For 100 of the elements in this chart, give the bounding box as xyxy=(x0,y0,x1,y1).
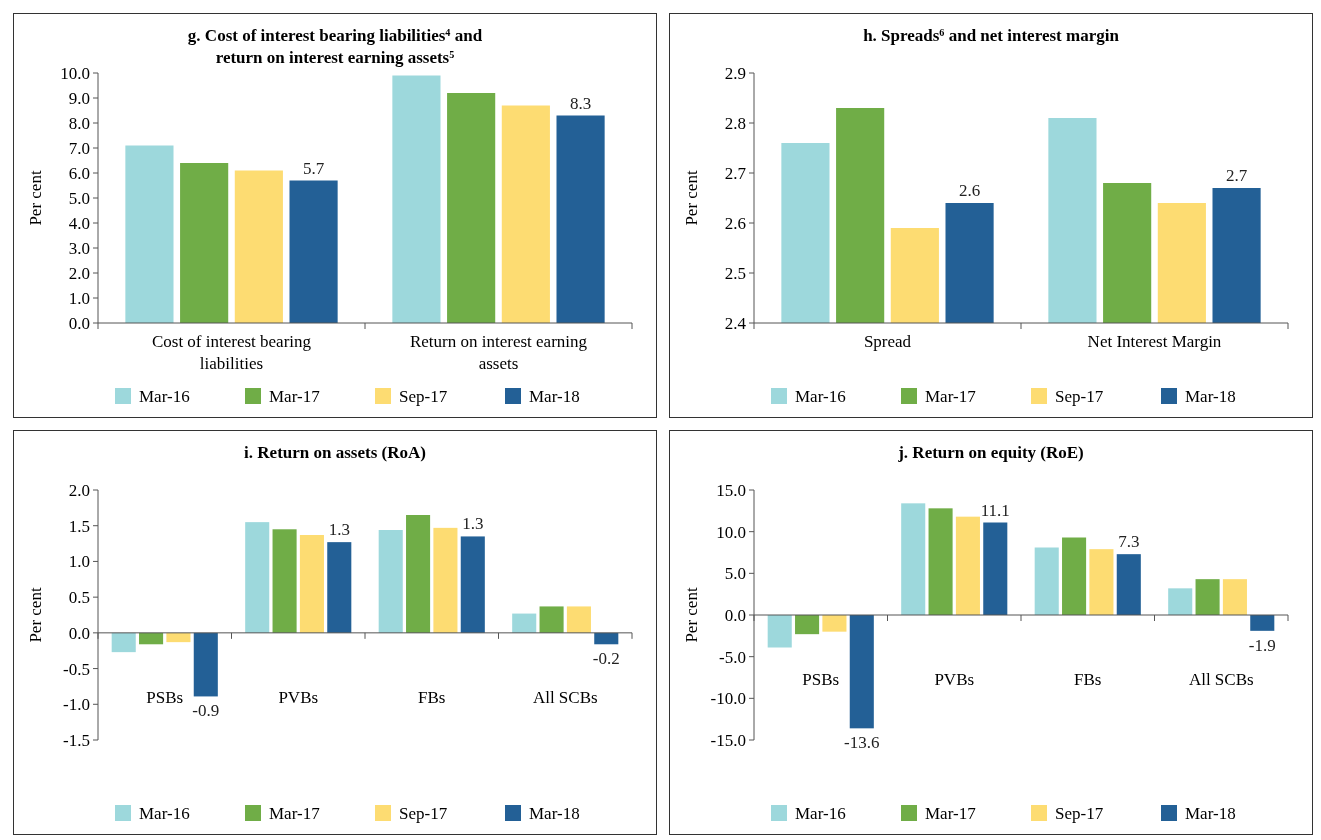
x-tick-label: Return on interest earning assets xyxy=(409,332,588,373)
y-tick-label: 15.0 xyxy=(716,480,746,500)
y-tick-label: 2.0 xyxy=(68,480,90,500)
bar xyxy=(406,515,431,633)
y-tick-label: 9.0 xyxy=(68,88,90,108)
bar xyxy=(327,542,352,633)
y-tick-label: 4.0 xyxy=(68,213,90,233)
bar xyxy=(1168,588,1193,615)
bar xyxy=(501,105,550,323)
y-tick-label: 0.0 xyxy=(724,605,746,625)
x-tick-label: PSBs xyxy=(802,670,840,689)
y-tick-label: 2.7 xyxy=(724,163,747,183)
y-tick-label: 8.0 xyxy=(68,113,90,133)
chart-title: g. Cost of interest bearing liabilities$^{4}$ and return on interest earning assets$^{5}$ xyxy=(187,26,483,67)
data-label: 1.3 xyxy=(328,520,350,540)
bar xyxy=(299,535,324,633)
legend-label: Sep-17 xyxy=(1055,803,1104,823)
data-label: 8.3 xyxy=(569,93,592,113)
data-label: -13.6 xyxy=(844,733,880,753)
bar xyxy=(1089,549,1114,615)
y-tick-label: 0.5 xyxy=(68,588,90,608)
bar xyxy=(1062,537,1087,615)
y-tick-label: 10.0 xyxy=(716,522,746,542)
bar xyxy=(539,606,564,633)
chart-title: i. Return on assets (RoA) xyxy=(244,443,426,462)
y-axis-title: Per cent xyxy=(26,170,45,226)
bar xyxy=(272,529,297,633)
y-tick-label: 1.0 xyxy=(68,288,90,308)
bar xyxy=(1250,615,1275,631)
y-tick-label: 2.5 xyxy=(724,263,746,283)
y-tick-label: 2.0 xyxy=(68,263,90,283)
x-tick-label: Cost of interest bearing liabilities xyxy=(151,332,312,373)
bar xyxy=(955,516,980,615)
y-tick-label: 0.0 xyxy=(68,313,90,333)
data-label: 2.6 xyxy=(958,181,981,200)
y-tick-label: -1.5 xyxy=(63,730,90,750)
y-axis-title: Per cent xyxy=(26,587,45,643)
bar xyxy=(795,615,820,635)
bar xyxy=(901,503,926,615)
legend-label: Mar-16 xyxy=(795,803,846,823)
data-label: -1.9 xyxy=(1248,635,1276,655)
x-tick-label: FBs xyxy=(1074,670,1102,689)
data-label: -0.9 xyxy=(192,701,220,721)
legend-label: Mar-17 xyxy=(269,803,321,823)
y-axis-title: Per cent xyxy=(682,170,701,226)
legend-label: Mar-16 xyxy=(139,803,190,823)
bar xyxy=(111,632,136,653)
y-tick-label: -10.0 xyxy=(710,689,746,709)
data-label: 7.3 xyxy=(1118,532,1140,552)
x-tick-label: All SCBs xyxy=(1188,670,1254,689)
bar xyxy=(1034,547,1059,615)
y-tick-label: -1.0 xyxy=(63,695,90,715)
y-tick-label: 2.8 xyxy=(724,113,746,133)
legend-label: Mar-17 xyxy=(269,386,321,406)
bar xyxy=(447,93,496,323)
bar xyxy=(512,613,537,633)
legend-label: Mar-16 xyxy=(139,386,190,406)
bar xyxy=(245,522,270,633)
legend-label: Mar-18 xyxy=(529,386,580,406)
data-label: -0.2 xyxy=(592,649,620,669)
y-tick-label: 0.0 xyxy=(68,623,90,643)
legend-label: Mar-18 xyxy=(1185,386,1236,406)
bar xyxy=(378,530,403,633)
x-tick-label: PVBs xyxy=(278,687,319,707)
y-tick-label: 10.0 xyxy=(60,63,90,83)
chart-title: h. Spreads$^{6}$ and net interest margin xyxy=(863,26,1120,45)
legend-label: Mar-17 xyxy=(925,803,977,823)
bar xyxy=(849,615,874,729)
y-tick-label: 5.0 xyxy=(68,188,90,208)
y-tick-label: -0.5 xyxy=(63,659,90,679)
y-tick-label: 5.0 xyxy=(724,564,746,584)
bar xyxy=(566,606,591,633)
chart-title: j. Return on equity (RoE) xyxy=(897,443,1084,462)
bar xyxy=(1222,579,1247,615)
y-tick-label: 2.6 xyxy=(724,213,746,233)
x-tick-label: Net Interest Margin xyxy=(1087,332,1222,351)
y-tick-label: 6.0 xyxy=(68,163,90,183)
y-tick-label: -15.0 xyxy=(710,730,746,750)
y-tick-label: 1.0 xyxy=(68,552,90,572)
bar xyxy=(433,527,458,633)
bar xyxy=(556,115,605,323)
legend-label: Mar-18 xyxy=(529,803,580,823)
data-label: 2.7 xyxy=(1225,166,1248,185)
bar xyxy=(983,522,1008,615)
bar xyxy=(1195,579,1220,615)
legend-label: Sep-17 xyxy=(1055,386,1104,406)
legend-label: Sep-17 xyxy=(399,803,448,823)
bar xyxy=(392,75,441,323)
x-tick-label: PSBs xyxy=(146,687,184,707)
bar xyxy=(928,508,953,615)
y-tick-label: 2.4 xyxy=(724,313,747,333)
bar xyxy=(234,170,283,323)
y-tick-label: 2.9 xyxy=(724,63,746,83)
y-tick-label: 7.0 xyxy=(68,138,90,158)
bar xyxy=(180,163,229,323)
y-axis-title: Per cent xyxy=(682,587,701,643)
x-tick-label: PVBs xyxy=(934,670,975,689)
x-tick-label: Spread xyxy=(863,332,912,351)
data-label: 11.1 xyxy=(980,500,1010,520)
y-tick-label: 3.0 xyxy=(68,238,90,258)
